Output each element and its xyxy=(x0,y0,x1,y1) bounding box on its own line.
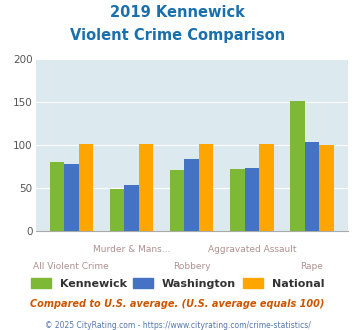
Text: Aggravated Assault: Aggravated Assault xyxy=(208,245,296,254)
Legend: Kennewick, Washington, National: Kennewick, Washington, National xyxy=(27,275,328,292)
Bar xyxy=(124,185,139,231)
Bar xyxy=(319,145,334,231)
Bar xyxy=(64,164,78,231)
Text: Rape: Rape xyxy=(301,262,323,271)
Bar xyxy=(305,142,319,231)
Text: Murder & Mans...: Murder & Mans... xyxy=(93,245,170,254)
Bar xyxy=(110,189,124,231)
Text: Violent Crime Comparison: Violent Crime Comparison xyxy=(70,28,285,43)
Bar xyxy=(78,144,93,231)
Text: All Violent Crime: All Violent Crime xyxy=(33,262,109,271)
Bar xyxy=(185,159,199,231)
Bar xyxy=(199,144,213,231)
Bar xyxy=(290,101,305,231)
Bar xyxy=(139,144,153,231)
Text: Robbery: Robbery xyxy=(173,262,211,271)
Bar xyxy=(259,144,274,231)
Text: © 2025 CityRating.com - https://www.cityrating.com/crime-statistics/: © 2025 CityRating.com - https://www.city… xyxy=(45,321,310,330)
Text: Compared to U.S. average. (U.S. average equals 100): Compared to U.S. average. (U.S. average … xyxy=(30,299,325,309)
Bar xyxy=(230,169,245,231)
Bar xyxy=(170,170,185,231)
Bar xyxy=(50,162,64,231)
Bar xyxy=(245,168,259,231)
Text: 2019 Kennewick: 2019 Kennewick xyxy=(110,5,245,20)
